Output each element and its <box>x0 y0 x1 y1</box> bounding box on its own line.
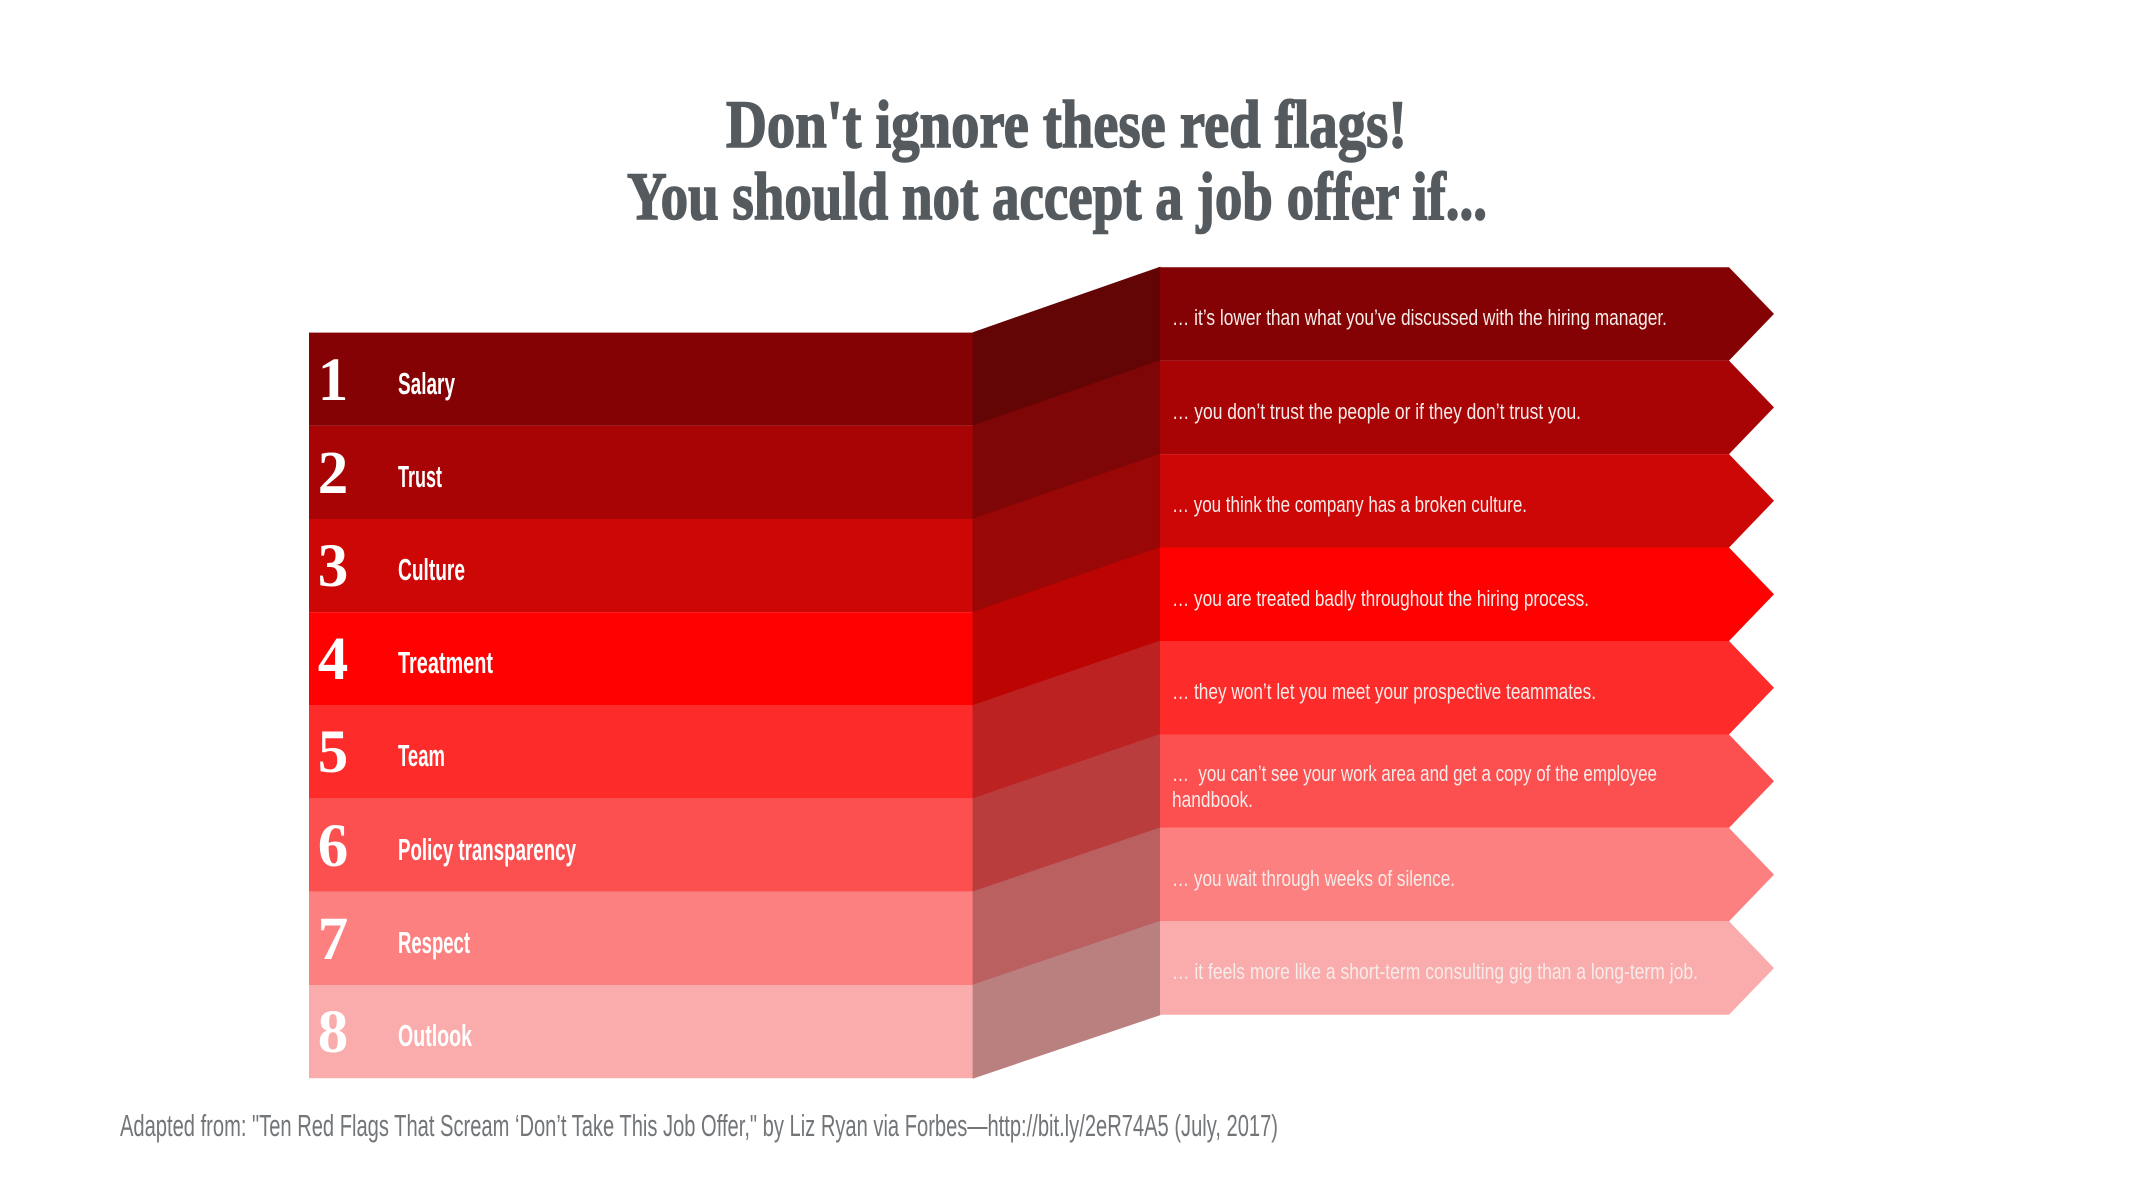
svg-text:handbook.: handbook. <box>1172 787 1253 812</box>
svg-text:3: 3 <box>318 533 349 600</box>
svg-text:… you are treated badly throug: … you are treated badly throughout the h… <box>1172 586 1589 611</box>
svg-text:You should not accept a job of: You should not accept a job offer if... <box>627 158 1487 234</box>
svg-text:Adapted from: "Ten Red Flags T: Adapted from: "Ten Red Flags That Scream… <box>120 1108 1278 1143</box>
svg-text:Respect: Respect <box>398 925 470 960</box>
svg-text:8: 8 <box>318 999 349 1066</box>
svg-text:Policy transparency: Policy transparency <box>398 832 576 867</box>
svg-text:Trust: Trust <box>398 459 442 494</box>
svg-text:Don't ignore these red flags!: Don't ignore these red flags! <box>726 86 1407 162</box>
svg-text:4: 4 <box>318 626 349 693</box>
svg-text:… it feels more like a short-t: … it feels more like a short-term consul… <box>1172 959 1698 984</box>
svg-text:Salary: Salary <box>398 366 455 401</box>
svg-text:7: 7 <box>318 906 349 973</box>
svg-text:… you wait through weeks of si: … you wait through weeks of silence. <box>1172 866 1455 891</box>
svg-text:… they won’t let you meet your: … they won’t let you meet your prospecti… <box>1172 679 1596 704</box>
svg-text:… you can’t see your work are: … you can’t see your work area and get a… <box>1172 761 1657 786</box>
svg-text:Outlook: Outlook <box>398 1018 472 1053</box>
svg-text:… you don’t trust the people o: … you don’t trust the people or if they … <box>1172 399 1581 424</box>
svg-text:5: 5 <box>318 719 349 786</box>
svg-text:Culture: Culture <box>398 552 465 587</box>
svg-text:6: 6 <box>318 813 349 880</box>
svg-text:Treatment: Treatment <box>398 645 493 680</box>
svg-text:Team: Team <box>398 738 445 773</box>
svg-text:… you think the company has a: … you think the company has a broken cul… <box>1172 492 1527 517</box>
svg-text:… it’s lower than what you’ve: … it’s lower than what you’ve discussed … <box>1172 305 1667 330</box>
svg-text:1: 1 <box>318 347 349 414</box>
svg-text:2: 2 <box>318 440 349 507</box>
